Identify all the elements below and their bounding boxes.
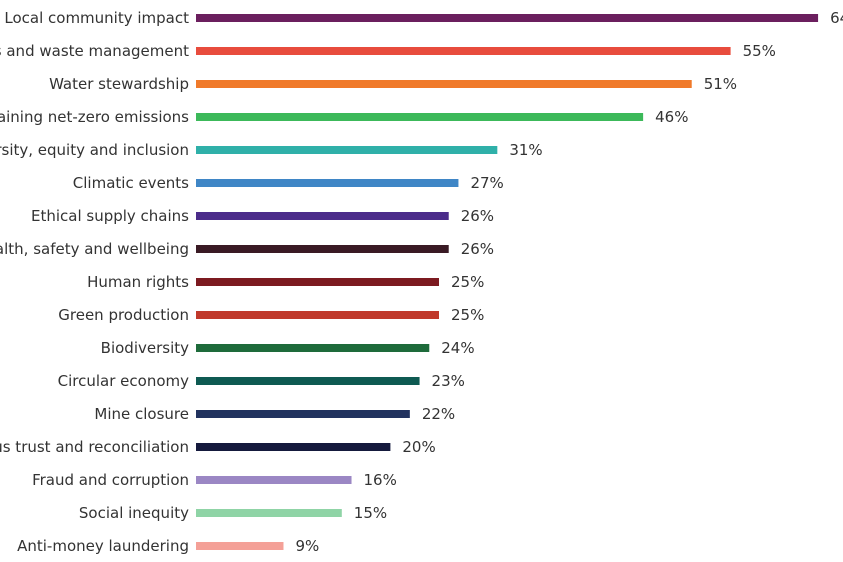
- bar: [196, 278, 439, 286]
- bar: [196, 311, 439, 319]
- category-label: alth, safety and wellbeing: [0, 240, 189, 258]
- value-label: 24%: [441, 339, 474, 357]
- value-label: 55%: [743, 42, 776, 60]
- bar: [196, 443, 391, 451]
- value-label: 26%: [461, 240, 494, 258]
- bar: [196, 476, 352, 484]
- value-label: 20%: [402, 438, 435, 456]
- value-label: 64: [830, 9, 843, 27]
- value-label: 25%: [451, 273, 484, 291]
- category-label: Social inequity: [79, 504, 189, 522]
- value-label: 23%: [432, 372, 465, 390]
- category-label: s and waste management: [0, 42, 189, 60]
- value-label: 16%: [364, 471, 397, 489]
- value-label: 31%: [509, 141, 542, 159]
- bar: [196, 14, 819, 22]
- category-label: Mine closure: [94, 405, 189, 423]
- category-label: Water stewardship: [49, 75, 189, 93]
- category-label: Climatic events: [73, 174, 189, 192]
- category-label: us trust and reconciliation: [0, 438, 189, 456]
- category-label: Fraud and corruption: [32, 471, 189, 489]
- category-label: Biodiversity: [101, 339, 189, 357]
- category-label: Circular economy: [58, 372, 189, 390]
- bar: [196, 179, 459, 187]
- category-label: aining net-zero emissions: [0, 108, 189, 126]
- bar: [196, 47, 731, 55]
- value-label: 22%: [422, 405, 455, 423]
- value-label: 46%: [655, 108, 688, 126]
- category-label: Green production: [58, 306, 189, 324]
- bar: [196, 80, 692, 88]
- value-label: 25%: [451, 306, 484, 324]
- bar: [196, 212, 449, 220]
- bar: [196, 146, 498, 154]
- bar: [196, 113, 644, 121]
- bar: [196, 245, 449, 253]
- category-label: rsity, equity and inclusion: [0, 141, 189, 159]
- category-label: Local community impact: [4, 9, 189, 27]
- category-label: Ethical supply chains: [31, 207, 189, 225]
- value-label: 15%: [354, 504, 387, 522]
- value-label: 51%: [704, 75, 737, 93]
- bar: [196, 542, 284, 550]
- bar: [196, 377, 420, 385]
- value-label: 27%: [470, 174, 503, 192]
- value-label: 9%: [295, 537, 319, 555]
- bar: [196, 344, 430, 352]
- value-label: 26%: [461, 207, 494, 225]
- category-label: Anti-money laundering: [17, 537, 189, 555]
- bar: [196, 410, 410, 418]
- bar: [196, 509, 342, 517]
- category-label: Human rights: [87, 273, 189, 291]
